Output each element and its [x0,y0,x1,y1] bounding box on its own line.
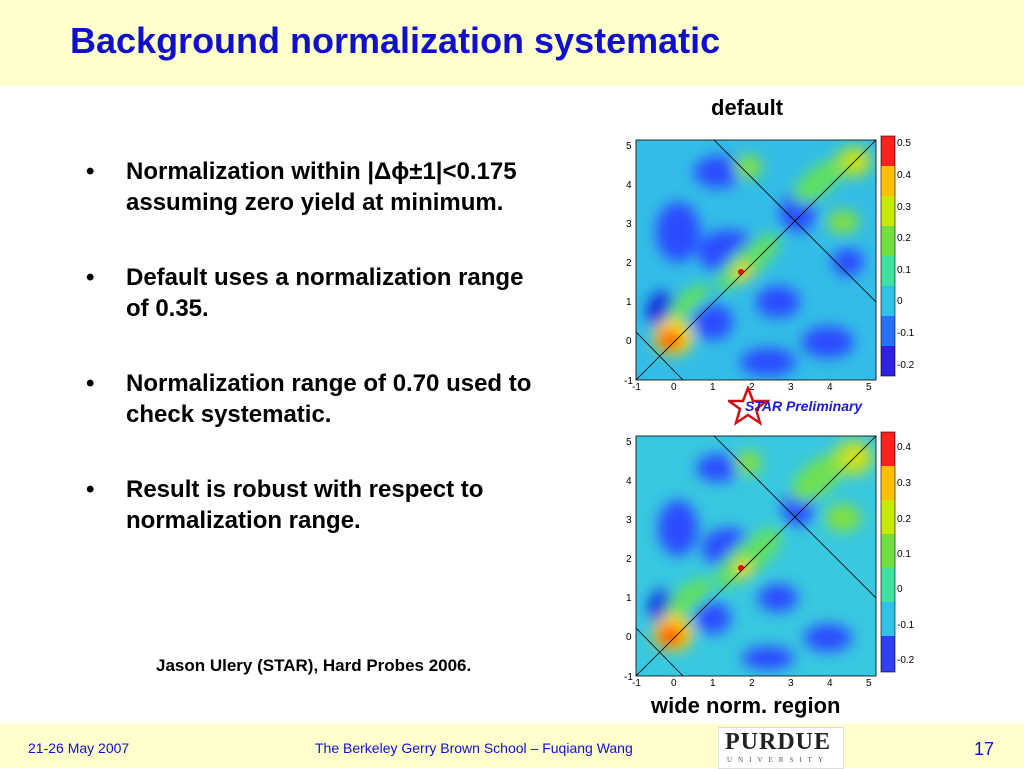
x-tick: -1 [632,382,641,392]
x-tick: 4 [827,382,833,392]
bottom-plot-label: wide norm. region [651,693,841,718]
x-tick: 2 [749,678,755,688]
x-tick: 5 [866,678,872,688]
x-tick: 3 [788,678,794,688]
heatmap-area [636,436,876,676]
bullet-item: • Result is robust with respect to normal… [86,474,536,536]
bullet-text: Normalization range of 0.70 used to chec… [126,370,532,428]
bullet-item: • Default uses a normalization range of 0… [86,262,536,324]
bullet-marker: • [86,158,95,185]
footer-date: 21-26 May 2007 [28,740,130,756]
x-tick: 2 [749,382,755,392]
bullet-text: Result is robust with respect to normali… [126,476,484,534]
title-bar: Background normalization systematic [0,0,1024,86]
y-tick: 2 [626,258,632,269]
y-tick: 0 [626,336,632,347]
colorbar-tick: -0.1 [897,328,915,339]
colorbar-tick: 0.4 [897,170,911,181]
colorbar-tick: 0.2 [897,514,911,525]
x-tick: 5 [866,382,872,392]
x-tick: -1 [632,678,641,688]
y-tick: 5 [626,437,632,448]
y-tick: -1 [624,672,633,683]
top-plot-label: default [711,95,784,120]
y-tick: 5 [626,141,632,152]
y-tick: 4 [626,180,632,191]
colorbar-tick: 0.3 [897,478,911,489]
colorbar [880,135,896,377]
bullet-item: • Normalization within |Δϕ±1|<0.175 assum… [86,156,536,218]
bullet-item: • Normalization range of 0.70 used to che… [86,368,536,430]
slide-title: Background normalization systematic [70,20,721,61]
x-tick: 3 [788,382,794,392]
bullet-text: Default uses a normalization range of 0.… [126,264,524,322]
bullet-list: • Normalization within |Δϕ±1|<0.175 assum… [86,156,536,580]
colorbar-tick: 0 [897,296,903,307]
x-tick: 1 [710,382,716,392]
x-tick: 4 [827,678,833,688]
purdue-logo: PURDUE UNIVERSITY [718,727,844,769]
bottom-correlation-plot: -1 0 1 2 3 4 5 -1 0 1 2 3 4 5 0.4 0.3 0.… [618,428,918,688]
y-tick: 1 [626,593,632,604]
colorbar-tick: 0.1 [897,549,911,560]
y-tick: 3 [626,219,632,230]
colorbar-tick: 0.5 [897,138,911,149]
bullet-marker: • [86,264,95,291]
credit-note: Jason Ulery (STAR), Hard Probes 2006. [156,656,472,675]
colorbar-tick: -0.2 [897,360,915,371]
page-number: 17 [974,739,995,759]
y-tick: 0 [626,632,632,643]
star-preliminary-badge: STAR Preliminary [745,398,863,414]
bullet-text: Normalization within |Δϕ±1|<0.175 assumi… [126,158,517,216]
colorbar-tick: 0 [897,584,903,595]
x-tick: 1 [710,678,716,688]
colorbar-tick: 0.3 [897,202,911,213]
colorbar-tick: 0.2 [897,233,911,244]
y-tick: 4 [626,476,632,487]
top-correlation-plot: -1 0 1 2 3 4 5 -1 0 1 2 3 4 5 0.5 0.4 0.… [618,132,918,392]
colorbar-tick: 0.1 [897,265,911,276]
colorbar-tick: 0.4 [897,442,911,453]
y-tick: 2 [626,554,632,565]
y-tick: 3 [626,515,632,526]
y-tick: 1 [626,297,632,308]
x-tick: 0 [671,678,677,688]
heatmap-area [636,140,876,380]
bullet-marker: • [86,370,95,397]
logo-main-text: PURDUE [725,729,831,755]
bullet-marker: • [86,476,95,503]
y-tick: -1 [624,376,633,387]
star-logo-icon [728,386,771,426]
logo-sub-text: UNIVERSITY [727,756,829,764]
colorbar-tick: -0.2 [897,655,915,666]
colorbar-tick: -0.1 [897,620,915,631]
footer-center-text: The Berkeley Gerry Brown School – Fuqian… [315,740,633,756]
footer-bar: 21-26 May 2007 The Berkeley Gerry Brown … [0,724,1024,769]
x-tick: 0 [671,382,677,392]
colorbar [880,431,896,673]
